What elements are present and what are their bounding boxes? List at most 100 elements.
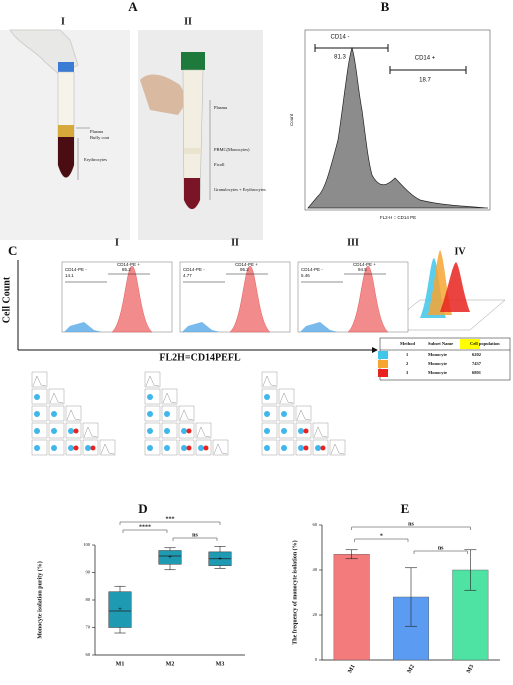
diag-hist <box>100 443 115 455</box>
dot-cluster <box>73 445 79 451</box>
plot-frame <box>179 261 291 333</box>
diag-hist <box>66 409 81 421</box>
dot-cluster <box>298 445 304 451</box>
dot-cluster <box>51 411 57 417</box>
table-cell: 1 <box>406 352 409 357</box>
gate-name: CD14-PE - <box>183 267 205 272</box>
diag-hist <box>83 426 98 438</box>
pos-peak <box>111 265 153 333</box>
y-tick-label: 40 <box>313 567 318 572</box>
matrix-cell <box>48 388 65 405</box>
significance-label: **** <box>139 524 151 530</box>
diag-hist <box>162 392 177 404</box>
panel-label: D <box>138 501 147 516</box>
table-cell: Monocyte <box>428 361 447 366</box>
pos-peak <box>229 265 271 333</box>
box <box>108 591 132 628</box>
matrix-cell <box>312 422 329 439</box>
y-tick-label: 100 <box>83 542 91 547</box>
significance-label: ns <box>192 532 198 538</box>
gate-name: CD14-PE - <box>65 267 87 272</box>
neg-peak <box>182 322 220 332</box>
gate-name: CD14-PE + <box>117 262 140 267</box>
dot-cluster <box>34 394 40 400</box>
panel-label: A <box>128 0 138 14</box>
layer-label: Plasma <box>214 105 227 110</box>
x-tick-label: M2 <box>407 664 417 675</box>
y-tick-label: 60 <box>86 652 91 657</box>
dot-cluster <box>303 445 309 451</box>
significance-bracket <box>122 529 168 533</box>
dot-cluster <box>147 445 153 451</box>
significance-bracket <box>172 537 218 541</box>
table-cell: Monocyte <box>428 370 447 375</box>
matrix-cell <box>82 422 99 439</box>
dot-cluster <box>298 428 304 434</box>
diag-hist <box>145 375 160 387</box>
dot-cluster <box>186 445 192 451</box>
layer-label: PBMC(Monocytes) <box>214 147 250 152</box>
overlay-histogram <box>381 250 506 331</box>
dot-cluster <box>51 445 57 451</box>
matrix-cell <box>65 405 82 422</box>
sub-label: II <box>231 237 239 248</box>
gate-value: 5.46 <box>301 273 310 278</box>
dot-cluster <box>164 411 170 417</box>
panel-label: E <box>401 501 410 516</box>
dot-cluster <box>90 445 96 451</box>
dot-cluster <box>51 428 57 434</box>
dot-cluster <box>68 445 74 451</box>
dot-cluster <box>164 428 170 434</box>
dot-cluster <box>281 445 287 451</box>
gate-name: CD14-PE + <box>235 262 258 267</box>
y-axis-label: Monocyte isolation purity (%) <box>36 561 43 639</box>
significance-label: * <box>380 533 383 539</box>
layer-label: Ficoll <box>214 162 225 167</box>
gate-name: CD14 - <box>330 35 349 41</box>
y-tick-label: 70 <box>86 625 91 630</box>
photo-2 <box>138 30 263 240</box>
matrix-cell <box>195 422 212 439</box>
diag-hist <box>196 426 211 438</box>
dot-cluster <box>147 394 153 400</box>
dot-cluster <box>281 428 287 434</box>
gate-value: 18.7 <box>419 78 431 84</box>
color-key <box>378 369 388 377</box>
histogram-b <box>304 29 491 211</box>
sub-label: III <box>347 237 359 248</box>
gate-value: 85.2 <box>122 267 131 272</box>
table-cell: 7437 <box>472 361 482 366</box>
dot-cluster <box>34 411 40 417</box>
sub-label: I <box>115 237 119 248</box>
significance-label: *** <box>166 516 175 522</box>
significance-bracket <box>119 521 221 525</box>
matrix-cell <box>329 439 346 456</box>
matrix-cell <box>261 371 278 388</box>
table-header: Method <box>400 341 415 346</box>
x-tick-label: M1 <box>116 661 125 667</box>
diag-hist <box>296 409 311 421</box>
dot-cluster <box>320 445 326 451</box>
gate-value: 4.77 <box>183 273 192 278</box>
x-tick-label: M1 <box>347 664 357 675</box>
highlight <box>460 339 480 349</box>
table-cell: Monocyte <box>428 352 447 357</box>
dot-cluster <box>68 428 74 434</box>
dot-cluster <box>73 428 79 434</box>
mean-marker: + <box>218 556 222 562</box>
plot-frame <box>297 261 409 333</box>
y-tick-label: 90 <box>86 570 91 575</box>
matrix-cell <box>278 388 295 405</box>
dot-cluster <box>147 411 153 417</box>
significance-label: ns <box>408 521 414 527</box>
gate-name: CD14-PE + <box>353 262 376 267</box>
scatter-matrices <box>31 371 346 456</box>
diag-hist <box>330 443 345 455</box>
gate-name: CD14 + <box>415 56 436 62</box>
matrix-cell <box>178 405 195 422</box>
pos-peak <box>347 265 389 333</box>
diag-hist <box>213 443 228 455</box>
panel-label: B <box>381 0 390 14</box>
sub-label: IV <box>454 246 466 257</box>
mean-marker: + <box>168 555 172 561</box>
